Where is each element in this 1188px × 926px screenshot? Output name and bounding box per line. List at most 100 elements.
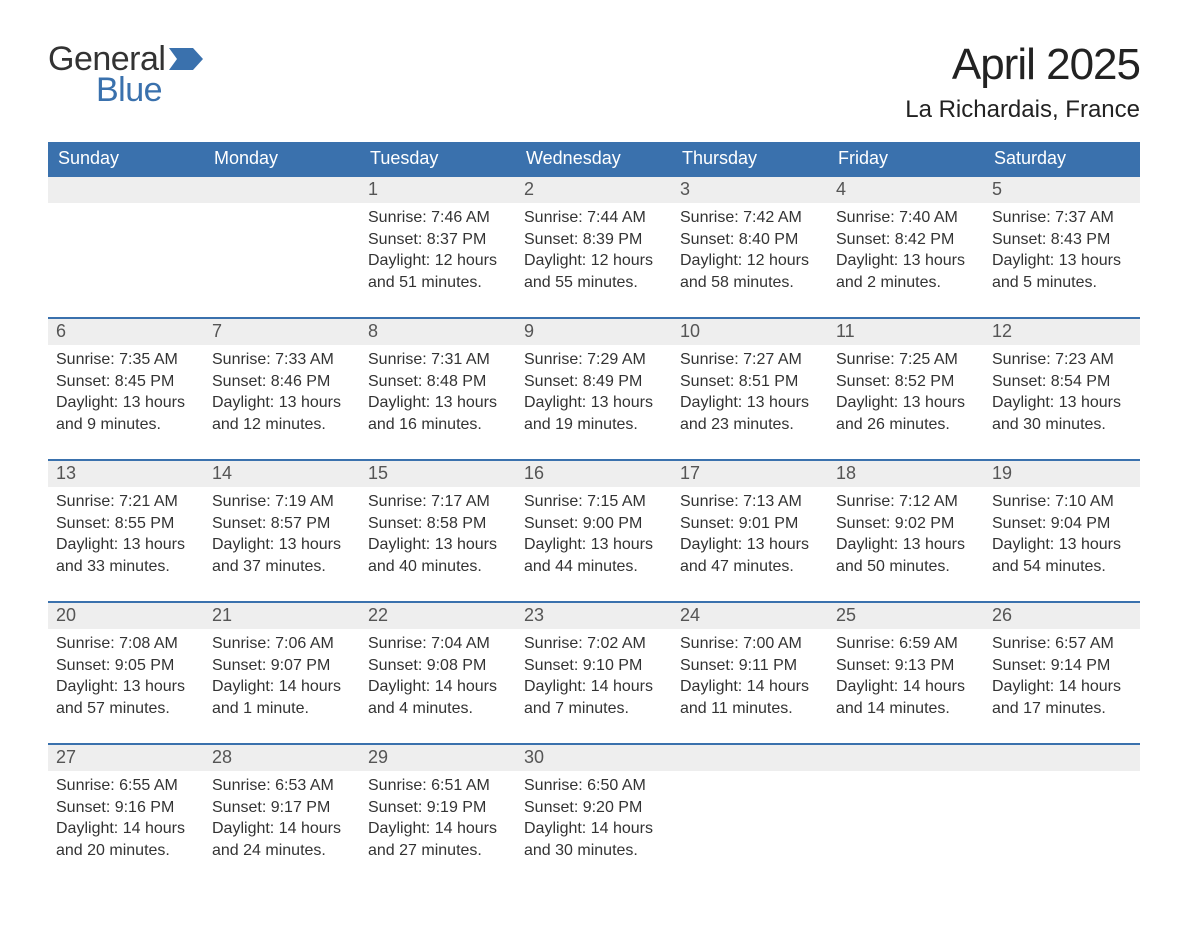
calendar-day-cell: 10Sunrise: 7:27 AMSunset: 8:51 PMDayligh… <box>672 318 828 460</box>
sunrise-line: Sunrise: 7:25 AM <box>836 349 976 371</box>
calendar-day-cell: 17Sunrise: 7:13 AMSunset: 9:01 PMDayligh… <box>672 460 828 602</box>
sunset-line: Sunset: 8:58 PM <box>368 513 508 535</box>
daylight-line: Daylight: 14 hours and 1 minute. <box>212 676 352 719</box>
weekday-header: Wednesday <box>516 142 672 176</box>
day-details: Sunrise: 7:08 AMSunset: 9:05 PMDaylight:… <box>48 629 204 727</box>
sunset-line: Sunset: 9:07 PM <box>212 655 352 677</box>
day-details: Sunrise: 7:44 AMSunset: 8:39 PMDaylight:… <box>516 203 672 301</box>
sunset-line: Sunset: 8:37 PM <box>368 229 508 251</box>
day-details: Sunrise: 7:19 AMSunset: 8:57 PMDaylight:… <box>204 487 360 585</box>
daylight-line: Daylight: 13 hours and 23 minutes. <box>680 392 820 435</box>
calendar-day-cell: 21Sunrise: 7:06 AMSunset: 9:07 PMDayligh… <box>204 602 360 744</box>
day-details: Sunrise: 7:29 AMSunset: 8:49 PMDaylight:… <box>516 345 672 443</box>
day-details: Sunrise: 7:13 AMSunset: 9:01 PMDaylight:… <box>672 487 828 585</box>
calendar-week-row: 13Sunrise: 7:21 AMSunset: 8:55 PMDayligh… <box>48 460 1140 602</box>
day-details <box>204 203 360 215</box>
day-number: 11 <box>828 319 984 345</box>
sunset-line: Sunset: 9:14 PM <box>992 655 1132 677</box>
day-number: 27 <box>48 745 204 771</box>
calendar-day-cell: 22Sunrise: 7:04 AMSunset: 9:08 PMDayligh… <box>360 602 516 744</box>
calendar-day-cell: 27Sunrise: 6:55 AMSunset: 9:16 PMDayligh… <box>48 744 204 886</box>
day-number: 19 <box>984 461 1140 487</box>
sunrise-line: Sunrise: 7:33 AM <box>212 349 352 371</box>
day-number: 10 <box>672 319 828 345</box>
day-number: 7 <box>204 319 360 345</box>
sunrise-line: Sunrise: 7:35 AM <box>56 349 196 371</box>
sunset-line: Sunset: 8:55 PM <box>56 513 196 535</box>
day-number: 4 <box>828 177 984 203</box>
weekday-header: Friday <box>828 142 984 176</box>
weekday-header-row: SundayMondayTuesdayWednesdayThursdayFrid… <box>48 142 1140 176</box>
day-details: Sunrise: 6:59 AMSunset: 9:13 PMDaylight:… <box>828 629 984 727</box>
sunrise-line: Sunrise: 7:13 AM <box>680 491 820 513</box>
sunrise-line: Sunrise: 7:02 AM <box>524 633 664 655</box>
daylight-line: Daylight: 13 hours and 37 minutes. <box>212 534 352 577</box>
daylight-line: Daylight: 14 hours and 27 minutes. <box>368 818 508 861</box>
sunset-line: Sunset: 8:39 PM <box>524 229 664 251</box>
day-number: 21 <box>204 603 360 629</box>
daylight-line: Daylight: 13 hours and 40 minutes. <box>368 534 508 577</box>
day-details: Sunrise: 6:55 AMSunset: 9:16 PMDaylight:… <box>48 771 204 869</box>
day-details: Sunrise: 7:46 AMSunset: 8:37 PMDaylight:… <box>360 203 516 301</box>
weekday-header: Sunday <box>48 142 204 176</box>
day-number: 6 <box>48 319 204 345</box>
sunset-line: Sunset: 9:05 PM <box>56 655 196 677</box>
day-number: 26 <box>984 603 1140 629</box>
daylight-line: Daylight: 14 hours and 4 minutes. <box>368 676 508 719</box>
sunrise-line: Sunrise: 7:46 AM <box>368 207 508 229</box>
day-details <box>828 771 984 783</box>
sunset-line: Sunset: 8:42 PM <box>836 229 976 251</box>
daylight-line: Daylight: 13 hours and 30 minutes. <box>992 392 1132 435</box>
calendar-day-cell: 29Sunrise: 6:51 AMSunset: 9:19 PMDayligh… <box>360 744 516 886</box>
day-number: 16 <box>516 461 672 487</box>
calendar-day-cell: 15Sunrise: 7:17 AMSunset: 8:58 PMDayligh… <box>360 460 516 602</box>
daylight-line: Daylight: 13 hours and 16 minutes. <box>368 392 508 435</box>
sunset-line: Sunset: 9:11 PM <box>680 655 820 677</box>
calendar-day-cell: 25Sunrise: 6:59 AMSunset: 9:13 PMDayligh… <box>828 602 984 744</box>
day-number: 13 <box>48 461 204 487</box>
day-details: Sunrise: 7:06 AMSunset: 9:07 PMDaylight:… <box>204 629 360 727</box>
sunrise-line: Sunrise: 7:12 AM <box>836 491 976 513</box>
calendar-day-cell: 19Sunrise: 7:10 AMSunset: 9:04 PMDayligh… <box>984 460 1140 602</box>
daylight-line: Daylight: 14 hours and 20 minutes. <box>56 818 196 861</box>
calendar-day-cell: 1Sunrise: 7:46 AMSunset: 8:37 PMDaylight… <box>360 176 516 318</box>
sunrise-line: Sunrise: 7:06 AM <box>212 633 352 655</box>
sunset-line: Sunset: 8:57 PM <box>212 513 352 535</box>
day-details: Sunrise: 6:53 AMSunset: 9:17 PMDaylight:… <box>204 771 360 869</box>
day-number <box>204 177 360 203</box>
sunrise-line: Sunrise: 7:10 AM <box>992 491 1132 513</box>
calendar-day-cell: 2Sunrise: 7:44 AMSunset: 8:39 PMDaylight… <box>516 176 672 318</box>
sunrise-line: Sunrise: 7:21 AM <box>56 491 196 513</box>
daylight-line: Daylight: 14 hours and 17 minutes. <box>992 676 1132 719</box>
daylight-line: Daylight: 13 hours and 54 minutes. <box>992 534 1132 577</box>
calendar-day-cell: 14Sunrise: 7:19 AMSunset: 8:57 PMDayligh… <box>204 460 360 602</box>
calendar-table: SundayMondayTuesdayWednesdayThursdayFrid… <box>48 142 1140 886</box>
daylight-line: Daylight: 13 hours and 57 minutes. <box>56 676 196 719</box>
title-block: April 2025 La Richardais, France <box>905 40 1140 124</box>
day-details: Sunrise: 7:04 AMSunset: 9:08 PMDaylight:… <box>360 629 516 727</box>
calendar-day-cell <box>984 744 1140 886</box>
daylight-line: Daylight: 13 hours and 33 minutes. <box>56 534 196 577</box>
day-number: 29 <box>360 745 516 771</box>
daylight-line: Daylight: 13 hours and 19 minutes. <box>524 392 664 435</box>
calendar-day-cell: 30Sunrise: 6:50 AMSunset: 9:20 PMDayligh… <box>516 744 672 886</box>
calendar-day-cell: 24Sunrise: 7:00 AMSunset: 9:11 PMDayligh… <box>672 602 828 744</box>
daylight-line: Daylight: 13 hours and 47 minutes. <box>680 534 820 577</box>
day-details <box>48 203 204 215</box>
calendar-day-cell: 4Sunrise: 7:40 AMSunset: 8:42 PMDaylight… <box>828 176 984 318</box>
day-details: Sunrise: 7:12 AMSunset: 9:02 PMDaylight:… <box>828 487 984 585</box>
calendar-day-cell: 28Sunrise: 6:53 AMSunset: 9:17 PMDayligh… <box>204 744 360 886</box>
daylight-line: Daylight: 14 hours and 30 minutes. <box>524 818 664 861</box>
sunrise-line: Sunrise: 7:31 AM <box>368 349 508 371</box>
day-details: Sunrise: 7:10 AMSunset: 9:04 PMDaylight:… <box>984 487 1140 585</box>
calendar-day-cell <box>672 744 828 886</box>
day-number <box>48 177 204 203</box>
day-number: 20 <box>48 603 204 629</box>
sunset-line: Sunset: 8:51 PM <box>680 371 820 393</box>
calendar-day-cell: 8Sunrise: 7:31 AMSunset: 8:48 PMDaylight… <box>360 318 516 460</box>
day-details: Sunrise: 7:33 AMSunset: 8:46 PMDaylight:… <box>204 345 360 443</box>
daylight-line: Daylight: 14 hours and 24 minutes. <box>212 818 352 861</box>
daylight-line: Daylight: 12 hours and 55 minutes. <box>524 250 664 293</box>
sunset-line: Sunset: 8:43 PM <box>992 229 1132 251</box>
sunrise-line: Sunrise: 7:44 AM <box>524 207 664 229</box>
